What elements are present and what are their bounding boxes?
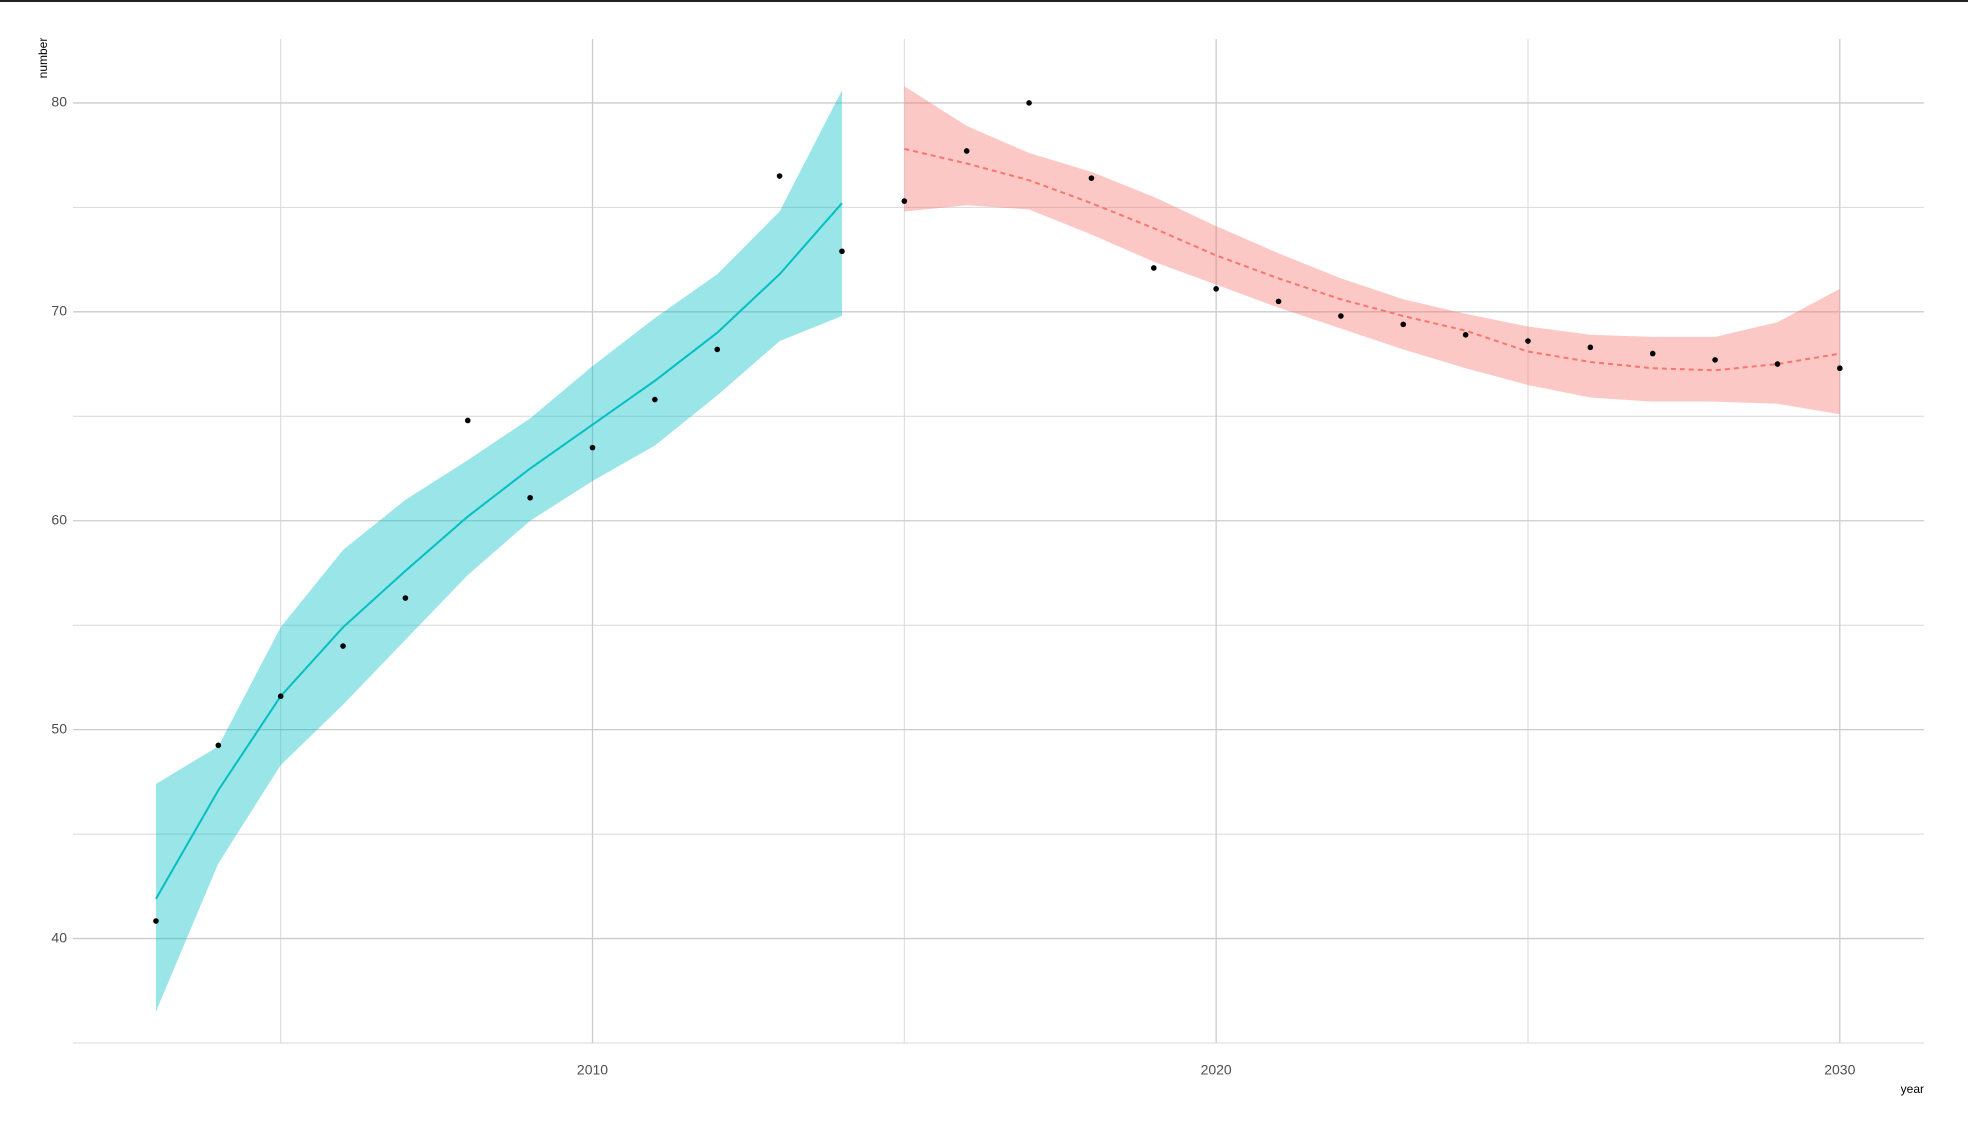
y-tick-label: 70 — [51, 303, 67, 319]
point — [1088, 175, 1095, 181]
point — [1525, 338, 1531, 344]
point — [1275, 298, 1282, 305]
point — [1837, 365, 1843, 372]
point — [901, 198, 908, 204]
y-tick-label: 40 — [51, 929, 67, 945]
point — [714, 346, 721, 353]
point — [589, 444, 596, 451]
point — [340, 643, 346, 649]
point — [963, 148, 970, 154]
confidence-band — [155, 90, 842, 1012]
point — [1774, 361, 1781, 367]
point — [1587, 344, 1594, 351]
y-axis-title: number — [36, 38, 50, 79]
x-tick-label: 2030 — [1824, 1062, 1855, 1078]
point — [1213, 286, 1219, 292]
fit-line — [155, 202, 843, 900]
point — [776, 173, 783, 179]
y-tick-label: 60 — [51, 511, 67, 527]
point — [153, 918, 159, 924]
y-tick-label: 80 — [51, 94, 67, 110]
point — [1712, 357, 1718, 363]
point — [527, 494, 533, 501]
x-axis-title: year — [1901, 1082, 1924, 1096]
point — [215, 742, 222, 749]
marks — [153, 86, 1843, 1012]
point — [402, 595, 409, 601]
point — [1462, 332, 1469, 338]
point — [1338, 313, 1344, 319]
point — [839, 248, 845, 255]
x-tick-label: 2010 — [577, 1062, 608, 1078]
point — [652, 396, 658, 403]
y-tick-label: 50 — [51, 720, 67, 736]
point — [1026, 100, 1032, 106]
confidence-band — [904, 86, 1840, 415]
x-tick-label: 2020 — [1201, 1062, 1232, 1078]
point — [464, 417, 471, 424]
point — [1400, 321, 1407, 328]
fit-line — [904, 147, 1840, 372]
point — [277, 693, 284, 700]
point — [1150, 265, 1157, 271]
point — [1649, 350, 1656, 357]
grid — [73, 39, 1924, 1044]
